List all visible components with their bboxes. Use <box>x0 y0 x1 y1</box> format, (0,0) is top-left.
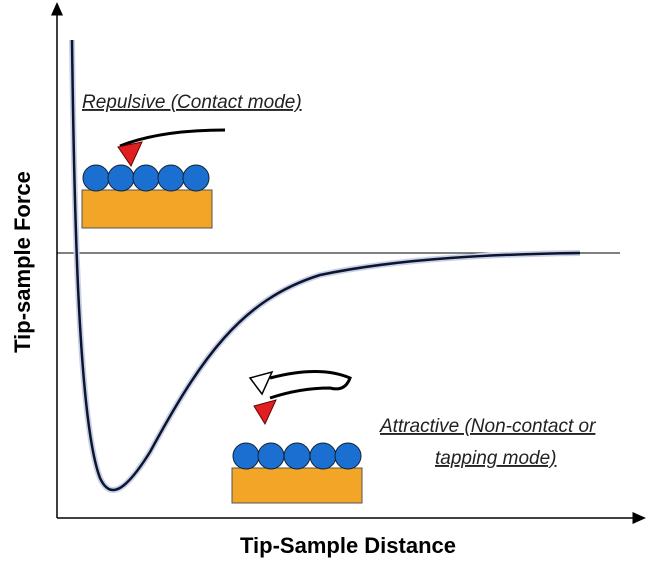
atom <box>107 164 135 192</box>
atom <box>309 442 337 470</box>
attractive-label: tapping mode) <box>435 448 556 469</box>
cantilever <box>269 370 352 400</box>
y-axis-label: Tip-sample Force <box>10 171 35 353</box>
atom <box>334 442 362 470</box>
noncontact-inset <box>231 370 363 504</box>
substrate <box>81 189 213 229</box>
atom <box>283 442 311 470</box>
atom <box>132 164 160 192</box>
tip <box>253 399 277 426</box>
x-axis-label: Tip-Sample Distance <box>240 533 456 558</box>
atom <box>157 164 185 192</box>
repulsive-label: Repulsive (Contact mode) <box>82 92 302 113</box>
atom <box>232 442 260 470</box>
atom <box>257 442 285 470</box>
cantilever <box>119 128 226 148</box>
atom <box>182 164 210 192</box>
attractive-label: Attractive (Non-contact or <box>379 416 596 437</box>
tip <box>117 141 143 168</box>
tip-ghost <box>248 370 274 396</box>
contact-inset <box>81 128 226 229</box>
atom <box>82 164 110 192</box>
force-curve <box>70 39 581 492</box>
substrate <box>231 467 363 504</box>
